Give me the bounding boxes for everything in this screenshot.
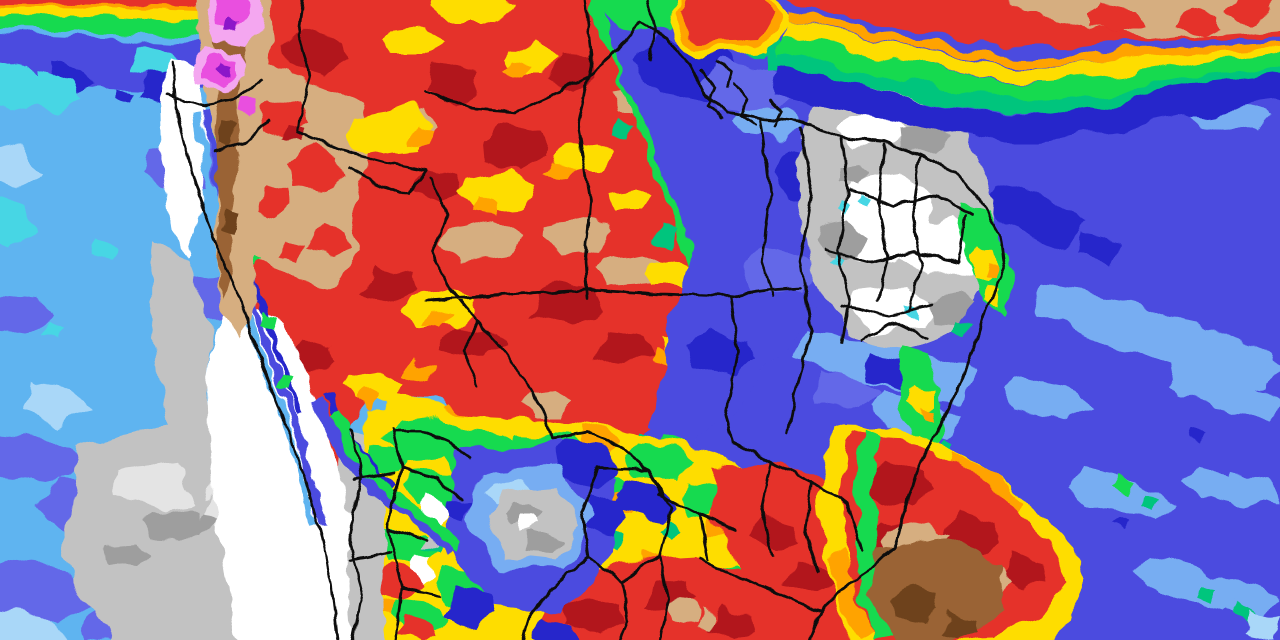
guyana-coast-red-blob	[678, 0, 774, 42]
atlantic-itcz-layer	[772, 0, 1280, 143]
bolivia-white-speck	[520, 518, 542, 534]
argentina-red-spots	[380, 565, 433, 640]
itcz-tan-red-mottles	[1084, 0, 1273, 36]
northeast-dry-white	[840, 112, 978, 330]
itcz-yellow-band	[782, 20, 1280, 82]
northeast-dry-gray-dark	[814, 124, 972, 322]
south-red-tan-spots	[670, 602, 716, 630]
itcz-navy-band	[772, 66, 1280, 143]
itcz-orange-band	[787, 11, 1280, 64]
bahia-darkred-mottles	[862, 462, 1047, 593]
southeast-ocean-emerald-specks	[1140, 495, 1256, 620]
andes-purple-specks	[218, 18, 240, 76]
atlantic-navy-patches	[985, 185, 1202, 532]
andes-layer	[150, 0, 462, 640]
andes-white-north-sliver	[160, 58, 206, 258]
chile-east-gray-band	[348, 470, 388, 640]
northeast-south-peri-bits	[818, 372, 878, 410]
northeast-coast-yellow-spots	[910, 242, 1000, 412]
pacific-dry-gray-light	[117, 460, 406, 619]
itcz-green-band	[777, 35, 1280, 104]
andes-white-coast-band	[205, 300, 362, 640]
peru-coast-sky-strip	[192, 111, 318, 526]
andes-gray-west-band	[150, 240, 215, 520]
pacific-pale-patches	[0, 143, 261, 640]
southeast-ocean-green-speck	[1107, 475, 1131, 495]
bolivia-navy-ring-bits	[440, 440, 674, 640]
bolivia-gray-dark-bits	[506, 503, 560, 553]
bolivia-andes-green-strip	[331, 410, 462, 550]
tan-core-red-mottles	[248, 95, 352, 262]
northeast-coast-emerald-bits	[936, 318, 972, 456]
southeast-ocean-sky-bits	[1065, 468, 1262, 613]
political-borders-layer	[166, 0, 1007, 640]
northeast-cyan-specks	[824, 192, 917, 319]
argentina-white-slivers	[408, 492, 448, 587]
country-and-state-borders	[166, 0, 1007, 640]
bahia-darkbrown-bits	[892, 588, 976, 640]
andes-darkbrown-bits	[218, 120, 238, 232]
itcz-emerald-band	[776, 53, 1280, 114]
southeast-ocean-pale-bit	[1244, 608, 1280, 636]
amazon-yellow-mottles	[339, 0, 705, 496]
bolivia-andes-royal-strip	[311, 395, 457, 553]
south-red-band	[545, 465, 885, 640]
